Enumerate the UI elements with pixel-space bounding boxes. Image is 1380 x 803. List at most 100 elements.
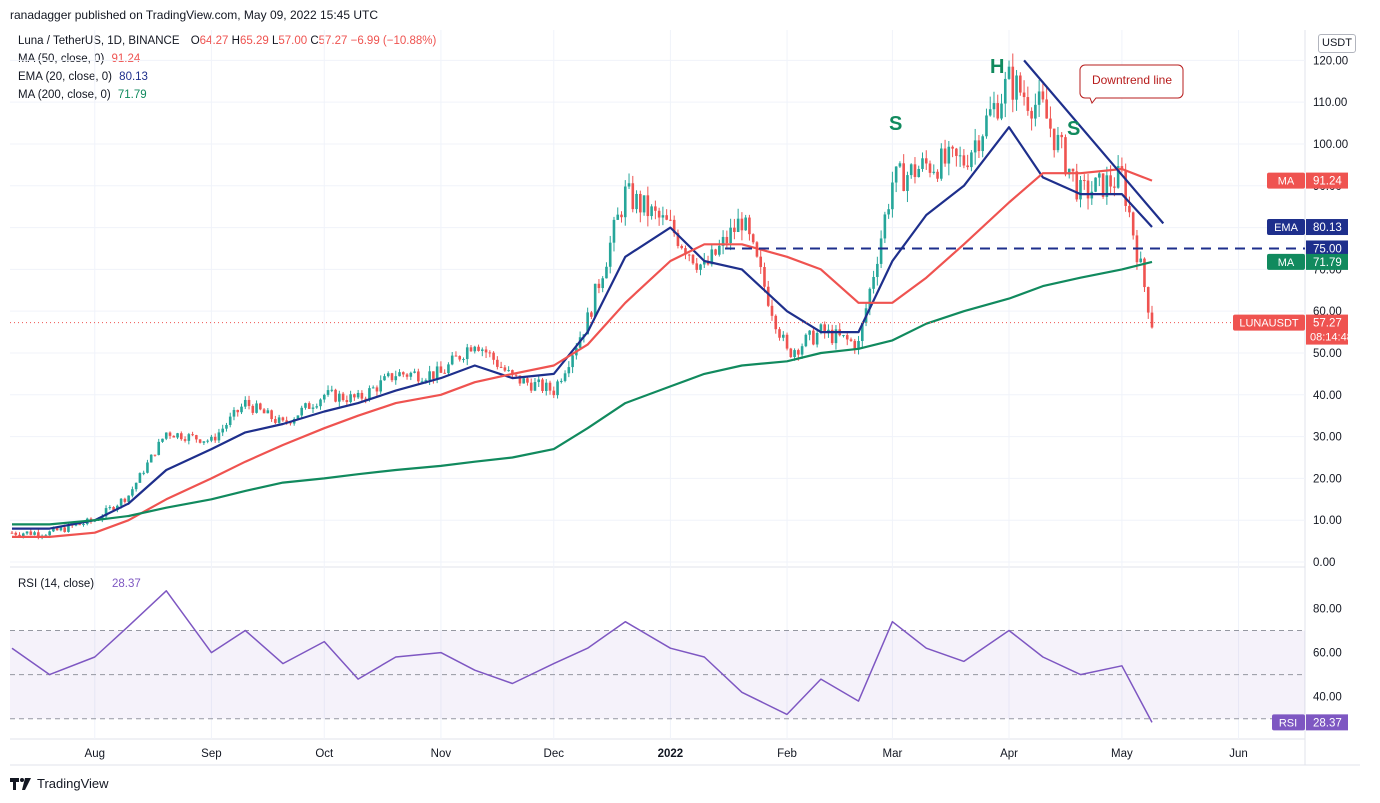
time-tick: Feb [777,748,797,760]
candle-body [924,158,928,164]
ema20-line [12,126,1153,530]
ohlc-open: 64.27 [199,35,229,47]
candle-body [661,215,665,218]
symbol-name[interactable]: Luna / TetherUS, 1D, BINANCE [18,35,180,47]
candle-body [748,217,751,235]
candle-body [962,155,966,166]
candle-body [928,163,932,173]
candle-body [198,439,202,443]
ohlc-close-label: C [310,35,319,47]
candle-body [872,276,875,289]
rsi-tick: 80.00 [1313,603,1342,615]
candle-body [232,409,236,417]
candle-body [243,399,247,407]
time-tick: May [1111,748,1133,760]
time-tick: Mar [882,748,902,760]
candle-body [1019,75,1022,93]
candle-body [868,288,872,309]
candle-body [477,346,480,351]
candle-body [751,234,755,243]
candle-body [1049,118,1052,129]
candle-body [330,389,334,391]
currency-button[interactable]: USDT [1318,34,1356,53]
time-tick: Oct [315,748,334,760]
legend-ma200[interactable]: MA (200, close, 0) 71.79 [18,89,147,101]
candle-body [710,249,714,265]
candle-body [815,332,819,345]
candle-body [401,372,405,375]
candle-body [240,406,243,413]
candle-body [876,263,879,277]
candle-body [680,246,684,249]
candle-body [1071,168,1075,172]
candle-body [601,278,604,289]
rsi-legend-value: 28.37 [112,578,141,590]
price-label-box [1306,219,1348,236]
candle-body [259,403,262,410]
candle-body [616,214,620,220]
candle-body [168,432,172,436]
candle-body [909,164,913,176]
candle-body [450,355,454,365]
branding-text: TradingView [37,776,109,791]
candle-body [480,349,484,351]
candle-body [432,371,435,379]
tradingview-branding[interactable]: TradingView [10,776,109,791]
candle-body [157,441,161,455]
candle-body [247,399,251,406]
candle-body [496,359,499,367]
legend-ema20-label: EMA (20, close, 0) [18,71,112,83]
candle-body [940,148,943,179]
candle-body [149,454,153,463]
candle-body [191,434,194,436]
candle-body [236,409,240,413]
candle-body [507,370,510,372]
candle-body [251,405,255,413]
grid-lines [10,30,1305,739]
candle-body [857,340,860,350]
rsi-tag: RSI [1279,717,1297,729]
candle-body [469,347,473,352]
axis-ticks: 120.00110.00100.0090.0080.0070.0060.0050… [18,55,1353,760]
candle-body [439,366,443,373]
candle-body [55,527,59,531]
candle-body [714,249,717,255]
candle-body [428,371,431,381]
price-label-tag-box [1233,314,1305,331]
candle-body [759,256,763,268]
candle-body [977,140,981,152]
candle-body [447,364,450,374]
candle-body [672,219,676,234]
candle-body [383,376,386,381]
ohlc-change: −6.99 (−10.88%) [350,35,437,47]
candle-body [1109,175,1112,187]
candle-body [104,508,108,517]
candle-body [307,403,311,409]
candle-body [1060,134,1064,138]
candle-body [488,352,492,354]
candle-body [789,348,793,358]
candle-body [210,436,213,441]
candle-body [1082,180,1086,182]
candle-body [1079,180,1082,200]
candle-body [1098,173,1101,178]
candle-body [18,534,21,537]
candle-body [74,524,78,526]
candle-body [785,334,789,349]
candle-body [266,410,270,414]
candle-body [164,432,168,439]
candle-body [913,164,917,178]
time-tick: Dec [544,748,565,760]
candle-body [729,227,732,244]
candle-body [669,219,672,221]
callout-box [1079,64,1184,104]
price-label-value: 71.79 [1313,257,1342,269]
candle-body [1146,287,1150,313]
legend-ma50[interactable]: MA (50, close, 0) 91.24 [18,53,140,65]
legend-ema20[interactable]: EMA (20, close, 0) 80.13 [18,71,148,83]
rsi-value: 28.37 [1313,717,1342,729]
ma200-line [12,260,1153,526]
candle-body [503,367,507,371]
candle-body [853,340,857,350]
